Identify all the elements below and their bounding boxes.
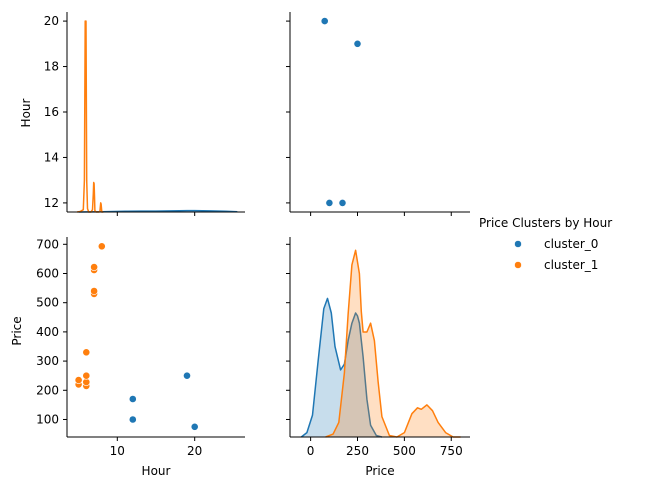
panel-hour-price-ytick-label: 100 [36, 412, 59, 426]
hour-kde-cluster_1-line [76, 20, 104, 213]
panel-price-price-xtick-label: 0 [307, 444, 315, 458]
price-kde-cluster_1-fill [325, 250, 461, 437]
hour-price-cluster_1-point [97, 242, 106, 251]
hour-price-cluster_1-point [90, 263, 98, 271]
hour-price-cluster_1-point [82, 371, 91, 380]
hour-price-cluster_1-point [82, 348, 91, 357]
legend-label-cluster-0: cluster_0 [544, 237, 598, 251]
hour-price-cluster_0-point [128, 415, 137, 424]
panel-hour-price-ytick-label: 200 [36, 383, 59, 397]
ylabel-price: Price [10, 316, 24, 345]
hour-kde-cluster_0-line [78, 209, 238, 213]
panel-price-price-xtick-label: 500 [393, 444, 416, 458]
legend: Price Clusters by Hour cluster_0 cluster… [479, 216, 612, 272]
price-hour-cluster_0-point [338, 198, 347, 207]
price-hour-cluster_0-point [320, 17, 329, 25]
panel-hour-price-ytick-label: 400 [36, 325, 59, 339]
xlabel-price: Price [365, 464, 394, 478]
hour-price-cluster_1-point [90, 287, 98, 295]
panel-hour-price-ytick-label: 700 [36, 237, 59, 251]
xlabel-hour: Hour [142, 464, 171, 478]
price-hour-cluster_0-point [353, 39, 362, 48]
price-kde-cluster_1-line [325, 249, 461, 438]
panel-hour-price-xtick-label: 20 [187, 444, 202, 458]
panel-hour-price-ytick-label: 300 [36, 354, 59, 368]
hour-price-cluster_0-point [190, 422, 199, 431]
price-hour-cluster_0-point [325, 198, 334, 207]
panel-hour-hour-ytick-label: 14 [44, 150, 59, 164]
panel-price-price-xtick-label: 750 [440, 444, 463, 458]
panel-hour-hour-ytick-label: 12 [44, 196, 59, 210]
legend-marker-cluster-0 [514, 240, 522, 248]
panel-hour-price-ytick-label: 600 [36, 266, 59, 280]
panel-hour-price-xtick-label: 10 [110, 444, 125, 458]
hour-price-cluster_0-point [183, 371, 191, 380]
panel-hour-hour-ytick-label: 18 [44, 60, 59, 74]
panel-hour-price-ytick-label: 500 [36, 296, 59, 310]
legend-label-cluster-1: cluster_1 [544, 258, 598, 272]
panel-hour-hour-ytick-label: 16 [44, 105, 59, 119]
hour-price-cluster_1-point [74, 376, 83, 384]
ylabel-hour: Hour [19, 98, 33, 127]
panel-hour-hour-ytick-label: 20 [44, 14, 59, 28]
legend-title: Price Clusters by Hour [479, 216, 612, 230]
legend-marker-cluster-1 [514, 261, 522, 269]
panel-price-price-xtick-label: 250 [346, 444, 369, 458]
hour-price-cluster_0-point [128, 395, 137, 403]
